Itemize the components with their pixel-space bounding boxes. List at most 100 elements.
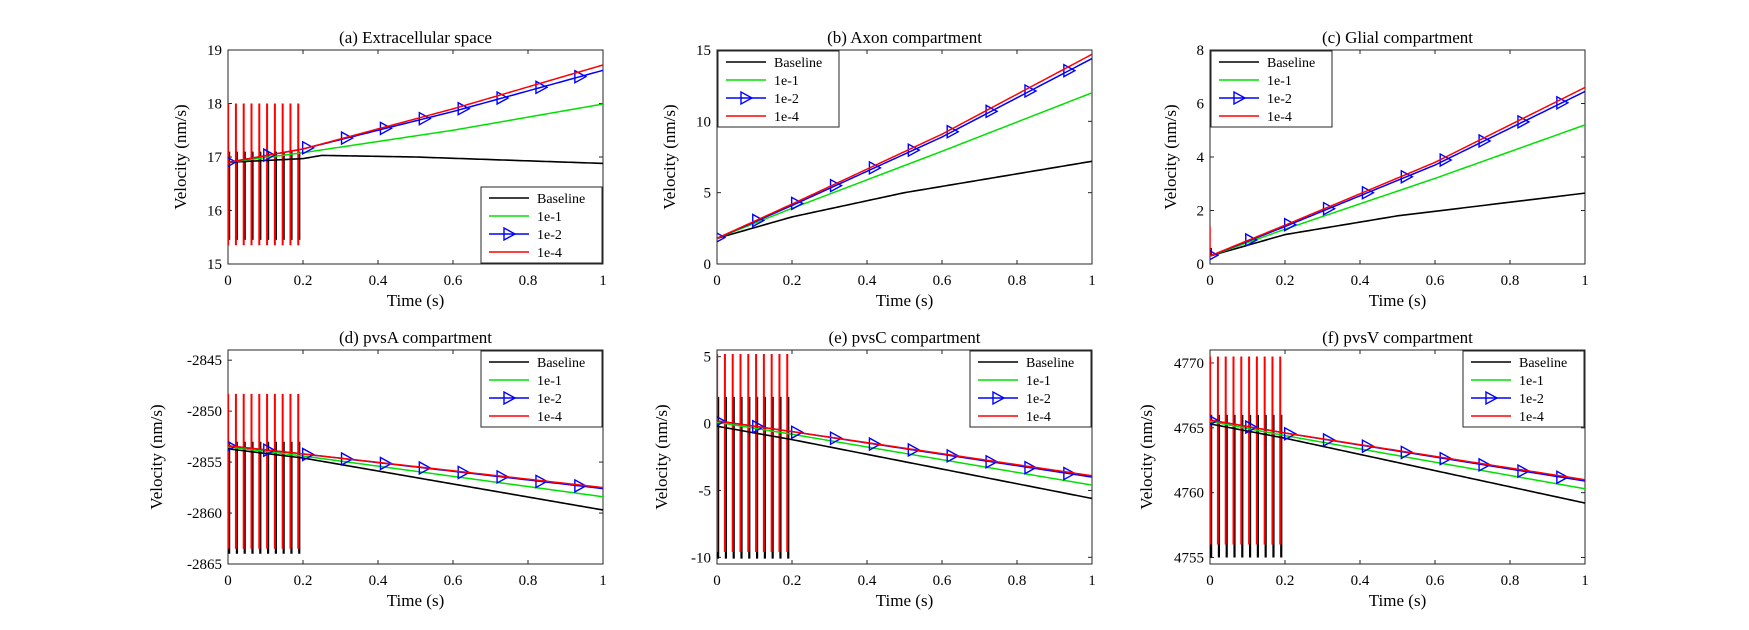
series-marker-1e-2 (1556, 470, 1570, 485)
legend: Baseline 1e-1 1e-2 1e-4 (1462, 350, 1585, 428)
series-line-1e-1 (228, 103, 603, 164)
y-tick-label: 0 (704, 417, 712, 433)
series-marker-1e-2 (1283, 426, 1298, 441)
x-tick-label: 1 (1581, 273, 1589, 289)
legend-marker-1e-2 (503, 390, 517, 406)
y-tick-label: 0 (704, 257, 712, 273)
x-tick-label: 0.6 (933, 273, 952, 289)
series-line-1e-4 (717, 420, 1092, 477)
legend-label-1e-1: 1e-1 (1519, 374, 1544, 389)
x-tick-label: 0.6 (1426, 573, 1445, 589)
y-tick-label: 10 (696, 114, 711, 130)
legend-box (480, 186, 603, 264)
y-axis-label: Velocity (nm/s) (1161, 104, 1180, 209)
series-line-Baseline (228, 154, 603, 165)
x-axis-label: Time (s) (387, 591, 444, 610)
y-tick-label: -5 (699, 483, 712, 499)
series-marker-1e-2 (228, 440, 238, 452)
y-tick-label: 6 (1197, 97, 1205, 113)
legend-label-1e-2: 1e-2 (537, 228, 562, 243)
x-tick-label: 0.4 (858, 273, 877, 289)
series-marker-1e-2 (907, 442, 921, 458)
legend-label-Baseline: Baseline (1267, 56, 1315, 71)
series-marker-1e-2 (717, 416, 727, 427)
series-marker-1e-2 (1556, 95, 1570, 110)
series-line-1e-1 (1210, 124, 1585, 257)
plot-area (228, 64, 603, 246)
series-marker-1e-2 (574, 478, 588, 494)
series-line-1e-1 (1210, 420, 1585, 490)
legend-label-1e-4: 1e-4 (1519, 410, 1544, 425)
legend: Baseline 1e-1 1e-2 1e-4 (969, 350, 1092, 428)
legend-label-Baseline: Baseline (1026, 356, 1074, 371)
y-axis-label: Velocity (nm/s) (1137, 404, 1156, 509)
legend-label-1e-1: 1e-1 (537, 210, 562, 225)
series-line-1e-2 (717, 57, 1092, 240)
subplot-title: (e) pvsC compartment (828, 328, 980, 347)
x-tick-label: 0.4 (369, 573, 388, 589)
legend-label-1e-2: 1e-2 (774, 92, 799, 107)
series-marker-1e-2 (1478, 457, 1492, 473)
legend-label-Baseline: Baseline (537, 356, 585, 371)
y-tick-label: 2 (1197, 204, 1205, 220)
subplot-5: 0 0.2 0.4 0.6 0.8 1 -10 -5 0 5 (e) pvsC compartmen… (652, 328, 1096, 610)
x-tick-label: 0 (713, 273, 721, 289)
y-tick-label: 4 (1197, 150, 1205, 166)
series-line-1e-4 (717, 53, 1092, 240)
series-marker-1e-2 (868, 436, 882, 452)
legend-box (480, 350, 603, 428)
y-tick-label: -2845 (187, 353, 222, 369)
x-tick-label: 0.6 (444, 573, 463, 589)
legend-label-1e-4: 1e-4 (537, 246, 562, 261)
y-tick-label: -2855 (187, 455, 222, 471)
series-marker-1e-2 (717, 232, 727, 243)
y-tick-label: 4765 (1174, 421, 1204, 437)
x-tick-label: 0.8 (1008, 273, 1027, 289)
y-tick-label: 17 (207, 150, 223, 166)
legend-label-1e-4: 1e-4 (537, 410, 562, 425)
x-tick-label: 1 (1088, 273, 1096, 289)
subplot-title: (b) Axon compartment (827, 28, 982, 47)
x-tick-label: 0.2 (294, 273, 313, 289)
legend-label-1e-2: 1e-2 (537, 392, 562, 407)
y-tick-label: 15 (207, 257, 222, 273)
y-tick-label: 4760 (1174, 486, 1204, 502)
legend: Baseline 1e-1 1e-2 1e-4 (480, 350, 603, 428)
series-marker-1e-2 (301, 140, 316, 155)
y-tick-label: 15 (696, 43, 711, 59)
y-tick-label: -2865 (187, 557, 222, 573)
series-marker-1e-2 (263, 147, 277, 163)
y-tick-label: 5 (704, 350, 712, 366)
series-marker-1e-2 (1322, 432, 1336, 448)
x-axis-label: Time (s) (876, 291, 933, 310)
plot-area (1210, 356, 1585, 558)
series-line-1e-1 (228, 446, 603, 498)
series-marker-1e-2 (1245, 232, 1259, 248)
subplot-title: (d) pvsA compartment (339, 328, 492, 347)
series-line-1e-2 (1210, 90, 1585, 257)
plot-area (1210, 86, 1585, 261)
legend-marker-1e-2 (740, 90, 754, 106)
plot-area (717, 354, 1092, 559)
legend-label-1e-1: 1e-1 (774, 74, 799, 89)
legend-label-Baseline: Baseline (774, 56, 822, 71)
subplot-6: 0 0.2 0.4 0.6 0.8 1 4755 4760 4765 4770 (f) pvsV c… (1137, 328, 1589, 610)
x-tick-label: 0.6 (1426, 273, 1445, 289)
y-tick-label: 4770 (1174, 356, 1204, 372)
x-tick-label: 0.4 (1351, 273, 1370, 289)
x-tick-label: 0.2 (783, 573, 802, 589)
series-marker-1e-2 (790, 196, 805, 211)
legend-marker-1e-2 (1233, 90, 1247, 106)
y-tick-label: 18 (207, 97, 222, 113)
series-line-1e-1 (717, 92, 1092, 240)
series-marker-1e-2 (752, 213, 766, 228)
series-marker-1e-2 (535, 474, 549, 489)
legend-label-1e-1: 1e-1 (1026, 374, 1051, 389)
x-tick-label: 0 (224, 573, 232, 589)
x-tick-label: 0.8 (1501, 573, 1520, 589)
y-tick-label: -2850 (187, 404, 222, 420)
plot-area (717, 53, 1092, 243)
series-marker-1e-2 (1400, 445, 1414, 460)
